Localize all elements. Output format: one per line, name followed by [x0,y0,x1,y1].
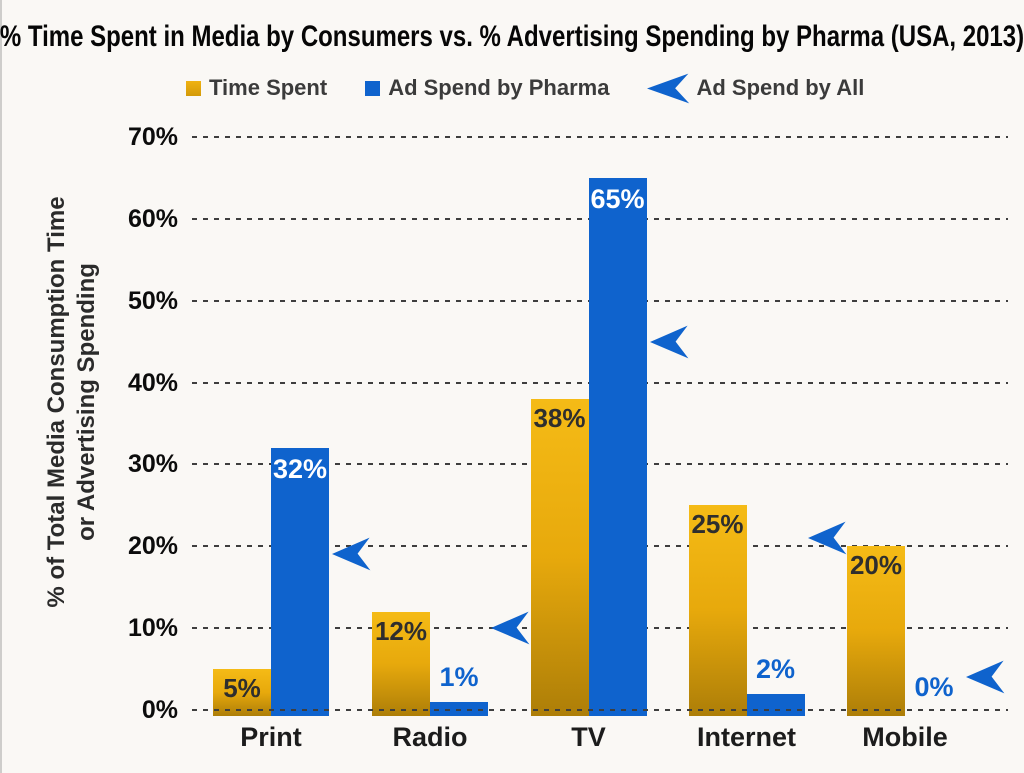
y-tick-label-40%: 40% [127,368,178,397]
gridline-70% [192,135,1008,138]
bar-value-label-ad-spend-pharma-tv: 65% [590,183,645,214]
bar-value-label-ad-spend-pharma-mobile: 0% [914,672,954,702]
triangle-left-icon [647,73,690,103]
bar-ad-spend-pharma-tv [588,177,647,716]
ad-spend-pharma-swatch-icon [365,80,381,96]
legend-label-ad-spend-all: Ad Spend by All [696,75,865,100]
bar-time-spent-print [213,669,271,716]
x-axis-label-radio: Radio [392,722,468,752]
ad-spend-all-marker-mobile [966,660,1006,694]
y-tick-label-0%: 0% [141,696,178,724]
bar-time-spent-tv [530,398,589,716]
triangle-left-icon [807,521,846,555]
ad-spend-all-marker-radio [491,611,531,645]
bar-value-label-ad-spend-pharma-print: 32% [272,454,328,485]
triangle-left-icon [966,660,1005,694]
bar-value-label-time-spent-radio: 12% [374,615,428,646]
legend: Time Spent Ad Spend by Pharma Ad Spend b… [186,71,864,105]
y-tick-label-60%: 60% [127,204,178,233]
bar-time-spent-radio [372,611,430,716]
chart-title: % Time Spent in Media by Consumers vs. %… [0,20,1024,53]
triangle-left-icon [649,325,688,358]
bar-value-label-ad-spend-pharma-internet: 2% [755,653,796,684]
bar-value-label-time-spent-mobile: 20% [849,550,903,581]
triangle-left-icon [491,611,530,645]
y-tick-label-10%: 10% [127,614,178,643]
gridline-0% [192,709,1008,711]
bar-ad-spend-pharma-internet [746,693,805,716]
y-tick-label-20%: 20% [127,532,178,561]
bar-value-label-time-spent-print: 5% [223,673,261,704]
x-axis-label-internet: Internet [696,722,796,752]
y-tick-label-50%: 50% [127,286,178,315]
bar-value-label-time-spent-tv: 38% [533,402,586,433]
legend-item-ad-spend-pharma: Ad Spend by Pharma [365,75,609,101]
y-tick-label-30%: 30% [127,450,178,479]
bar-time-spent-internet [688,505,747,716]
legend-label-time-spent: Time Spent [209,75,328,100]
x-axis-label-mobile: Mobile [862,722,948,752]
bar-time-spent-mobile [847,546,905,716]
triangle-left-icon [332,538,371,571]
bar-ad-spend-pharma-print [271,448,329,716]
bar-value-label-ad-spend-pharma-radio: 1% [439,661,479,692]
ad-spend-all-marker-print [332,537,372,571]
y-tick-label-70%: 70% [127,122,178,151]
bar-value-label-time-spent-internet: 25% [691,509,744,540]
ad-spend-all-marker-tv [649,325,690,359]
legend-item-time-spent: Time Spent [186,75,327,101]
legend-item-ad-spend-all: Ad Spend by All [647,73,864,104]
bar-ad-spend-pharma-radio [430,701,488,716]
x-axis-label-print: Print [240,722,302,752]
legend-label-ad-spend-pharma: Ad Spend by Pharma [388,75,610,100]
time-spent-swatch-icon [186,80,201,96]
ad-spend-all-marker-internet [807,521,848,555]
x-axis-label-tv: TV [571,722,606,752]
